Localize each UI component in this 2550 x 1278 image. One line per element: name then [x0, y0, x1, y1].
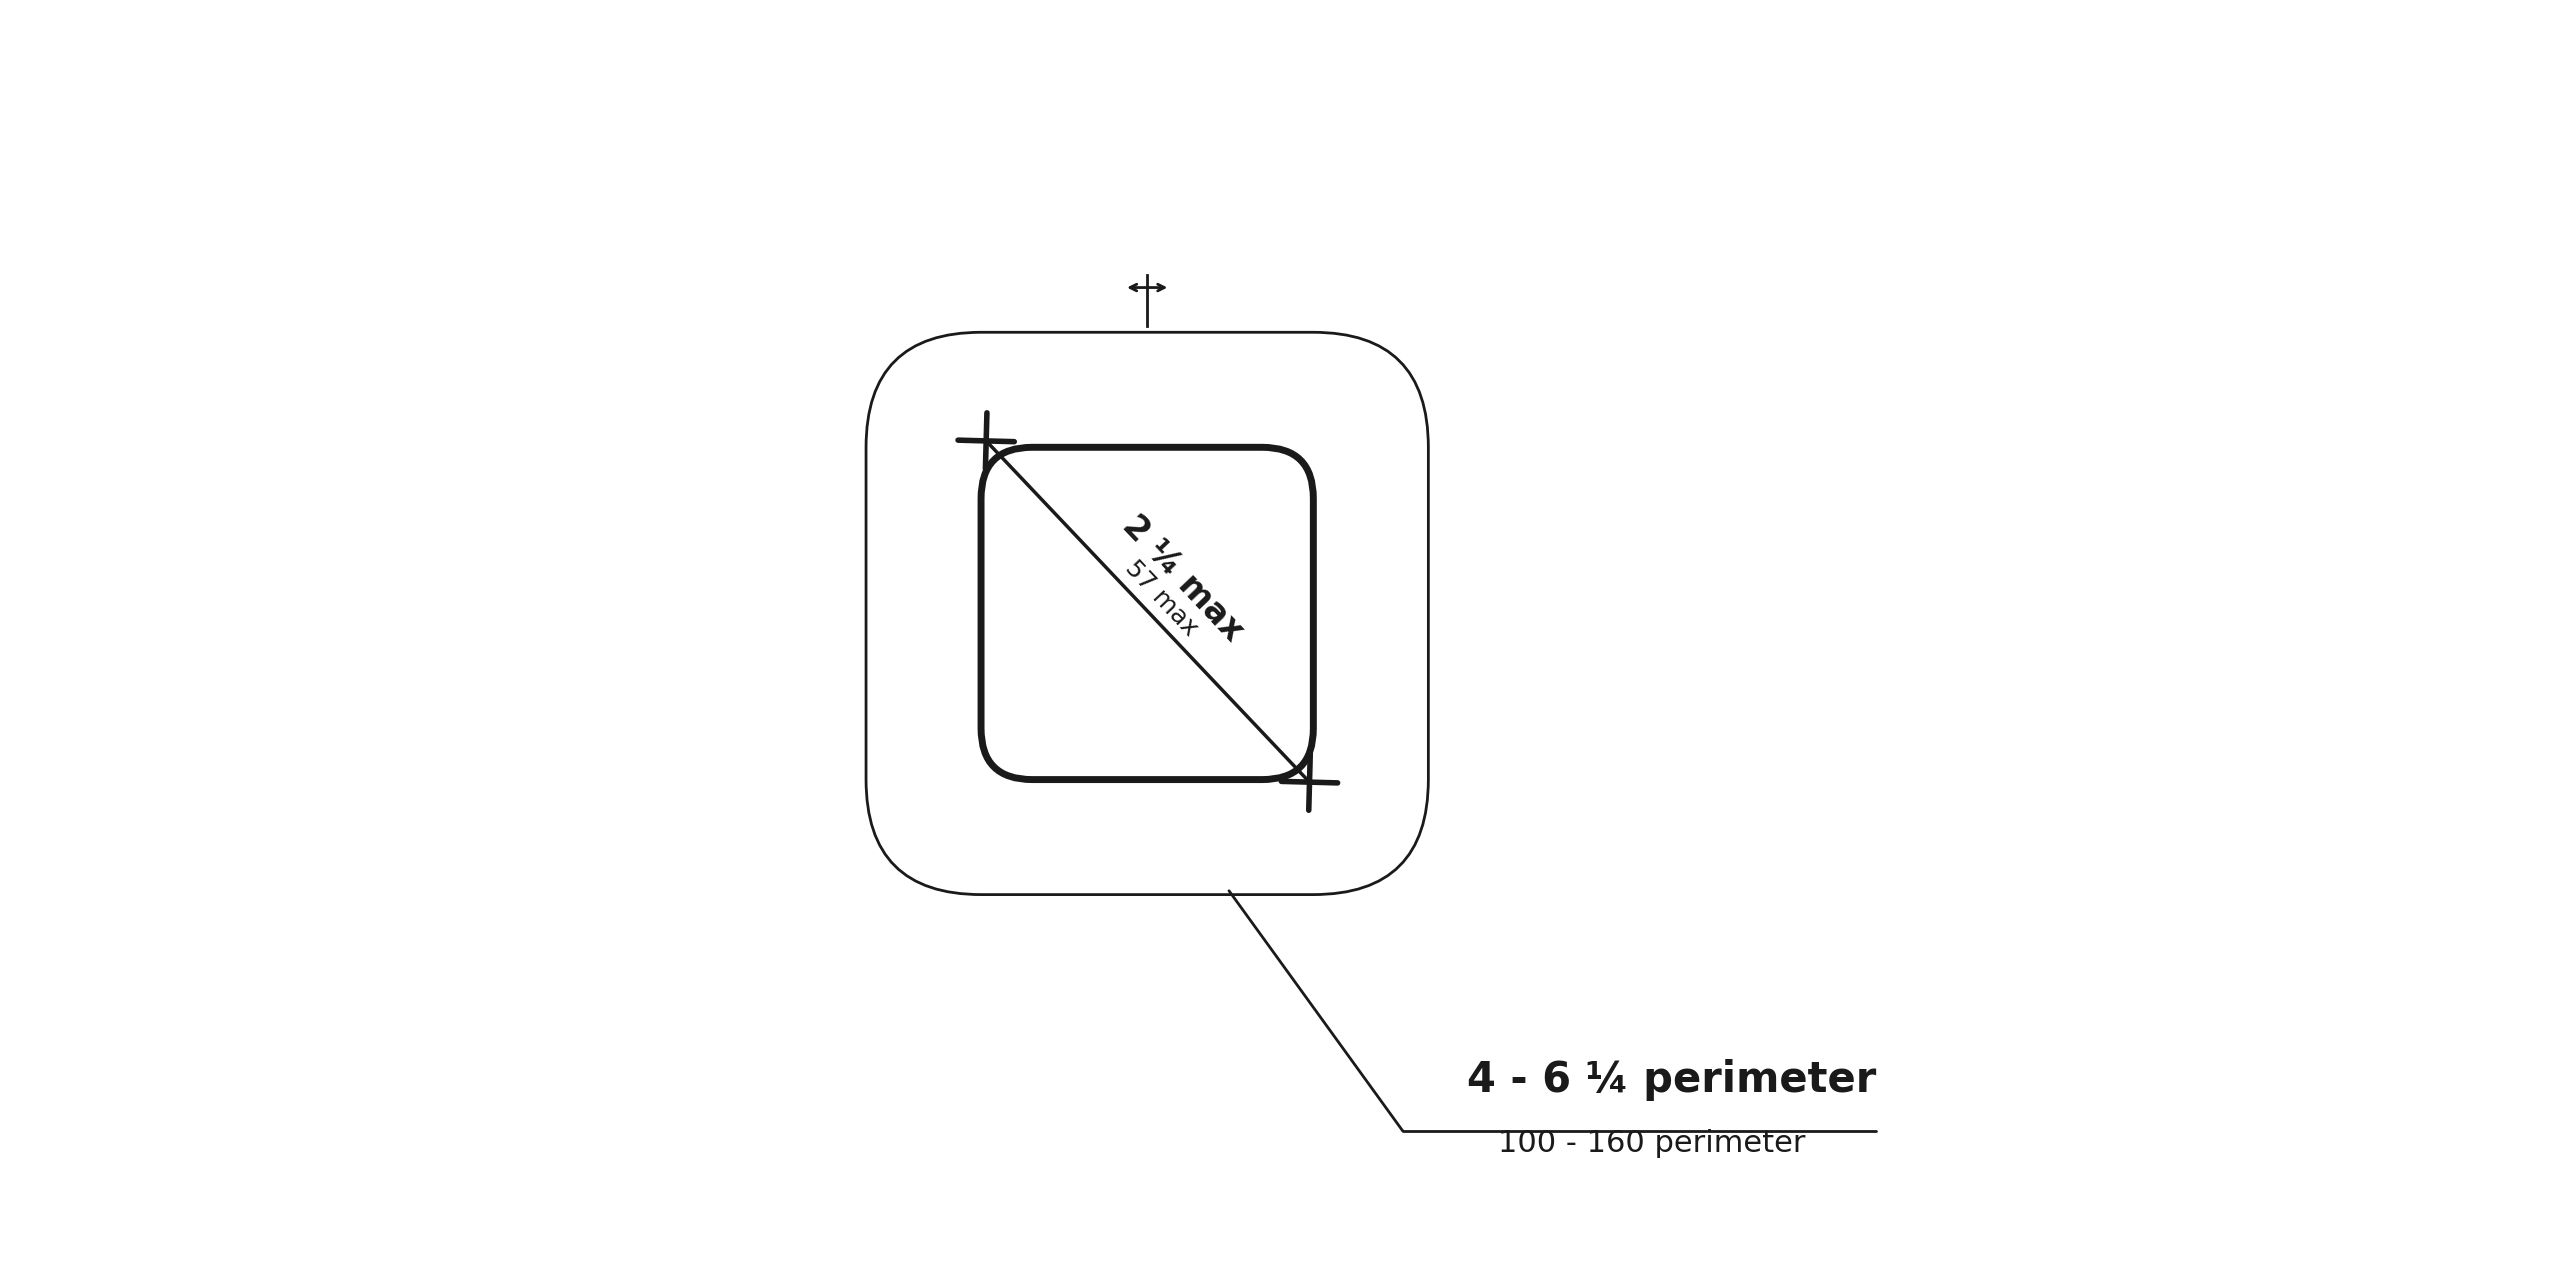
Text: 4 - 6 ¼ perimeter: 4 - 6 ¼ perimeter — [1466, 1059, 1877, 1100]
Text: 2 ¼ max: 2 ¼ max — [1117, 509, 1250, 648]
Text: 57 max: 57 max — [1119, 556, 1204, 640]
Text: 100 - 160 perimeter: 100 - 160 perimeter — [1499, 1130, 1805, 1158]
